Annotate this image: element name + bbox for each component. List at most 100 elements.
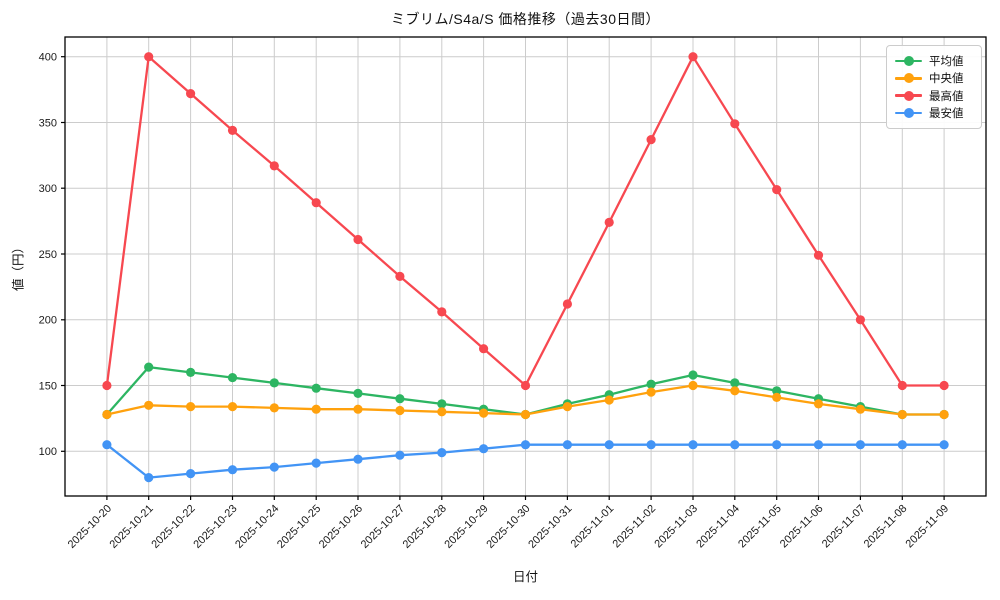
data-point-max (437, 307, 447, 317)
data-point-min (604, 440, 614, 450)
data-point-average (227, 373, 238, 383)
data-point-min (186, 469, 196, 479)
data-point-min (227, 465, 238, 475)
x-tick-label: 2025-11-04 (694, 503, 742, 551)
legend-item-min: 最安値 (895, 105, 972, 121)
data-point-min (269, 462, 279, 472)
data-point-median (604, 395, 614, 405)
y-axis-label: 値（円） (11, 240, 26, 292)
legend-line-median (895, 73, 922, 84)
data-point-max (186, 89, 196, 99)
legend-item-median: 中央値 (895, 70, 972, 86)
data-point-median (102, 409, 112, 420)
y-tick-label: 250 (39, 249, 57, 261)
data-point-median (186, 402, 196, 412)
y-tick-label: 400 (39, 52, 57, 64)
y-tick-label: 200 (39, 315, 57, 327)
data-point-min (897, 440, 907, 450)
data-point-max (855, 315, 866, 325)
data-point-max (520, 380, 531, 391)
x-tick-label: 2025-10-20 (66, 503, 114, 551)
legend-line-max (895, 90, 922, 101)
data-point-min (562, 440, 573, 450)
legend-item-max: 最高値 (895, 88, 972, 104)
legend-marker-min (903, 107, 914, 118)
data-point-max (772, 185, 782, 195)
x-tick-label: 2025-10-26 (317, 503, 365, 551)
x-tick-label: 2025-10-25 (275, 503, 323, 551)
x-tick-label: 2025-10-23 (191, 503, 239, 551)
data-point-min (772, 440, 782, 450)
x-tick-label: 2025-11-08 (862, 503, 910, 551)
x-tick-label: 2025-10-30 (484, 503, 532, 551)
data-point-min (102, 440, 112, 450)
data-point-max (604, 217, 614, 227)
legend-marker-average (903, 56, 914, 66)
legend-label-median: 中央値 (929, 73, 964, 86)
data-point-max (102, 380, 112, 391)
data-point-max (688, 52, 698, 62)
x-tick-label: 2025-10-24 (233, 503, 281, 551)
x-axis-label: 日付 (512, 570, 538, 584)
data-point-average (311, 383, 321, 393)
data-point-median (562, 402, 573, 412)
data-point-median (311, 404, 321, 414)
axis-ticks (61, 56, 945, 500)
legend-label-max: 最高値 (929, 90, 964, 103)
data-point-min (353, 454, 363, 464)
data-point-max (353, 234, 363, 245)
x-tick-label: 2025-10-27 (359, 503, 407, 551)
y-tick-label: 350 (39, 117, 57, 129)
data-point-average (730, 378, 740, 388)
data-point-max (479, 344, 489, 354)
x-tick-label: 2025-11-07 (820, 503, 868, 551)
data-point-average (772, 386, 782, 396)
grid (65, 37, 986, 496)
y-tick-label: 300 (39, 183, 57, 195)
data-point-average (353, 388, 363, 398)
x-tick-label: 2025-10-22 (149, 503, 197, 551)
x-tick-label: 2025-10-31 (526, 503, 574, 551)
data-point-max (562, 299, 573, 309)
data-point-min (437, 448, 447, 458)
data-point-max (939, 380, 949, 391)
data-point-max (227, 125, 238, 135)
x-tick-label: 2025-11-01 (569, 503, 617, 551)
data-point-max (311, 198, 321, 208)
data-point-min (813, 440, 824, 450)
data-point-max (144, 52, 154, 62)
x-tick-label: 2025-11-05 (736, 503, 784, 551)
series-max (102, 52, 949, 391)
x-tick-label: 2025-11-03 (652, 503, 700, 551)
legend-label-min: 最安値 (929, 107, 964, 120)
data-point-average (646, 379, 656, 389)
x-tick-label: 2025-10-28 (401, 503, 449, 551)
x-tick-label: 2025-10-21 (108, 503, 156, 551)
legend-label-average: 平均値 (929, 56, 964, 68)
data-point-median (353, 404, 363, 414)
data-point-median (688, 380, 698, 391)
data-point-max (646, 135, 656, 145)
legend-line-average (895, 56, 922, 66)
data-point-median (395, 405, 405, 416)
data-point-median (227, 402, 238, 412)
data-point-max (897, 380, 907, 391)
data-point-average (269, 378, 279, 388)
data-point-max (395, 271, 405, 281)
x-tick-label: 2025-10-29 (442, 503, 490, 551)
x-tick-label: 2025-11-06 (778, 503, 826, 551)
chart-title: ミブリム/S4a/S 価格推移（過去30日間） (391, 11, 660, 27)
data-point-average (144, 362, 154, 372)
data-point-min (855, 440, 866, 450)
data-point-average (437, 399, 447, 409)
y-tick-label: 100 (39, 446, 57, 458)
data-point-median (479, 408, 489, 418)
data-point-min (688, 440, 698, 450)
data-point-median (730, 386, 740, 396)
data-point-median (813, 399, 824, 409)
data-point-min (939, 440, 949, 450)
data-point-median (855, 404, 866, 414)
x-tick-label: 2025-11-02 (611, 503, 659, 551)
